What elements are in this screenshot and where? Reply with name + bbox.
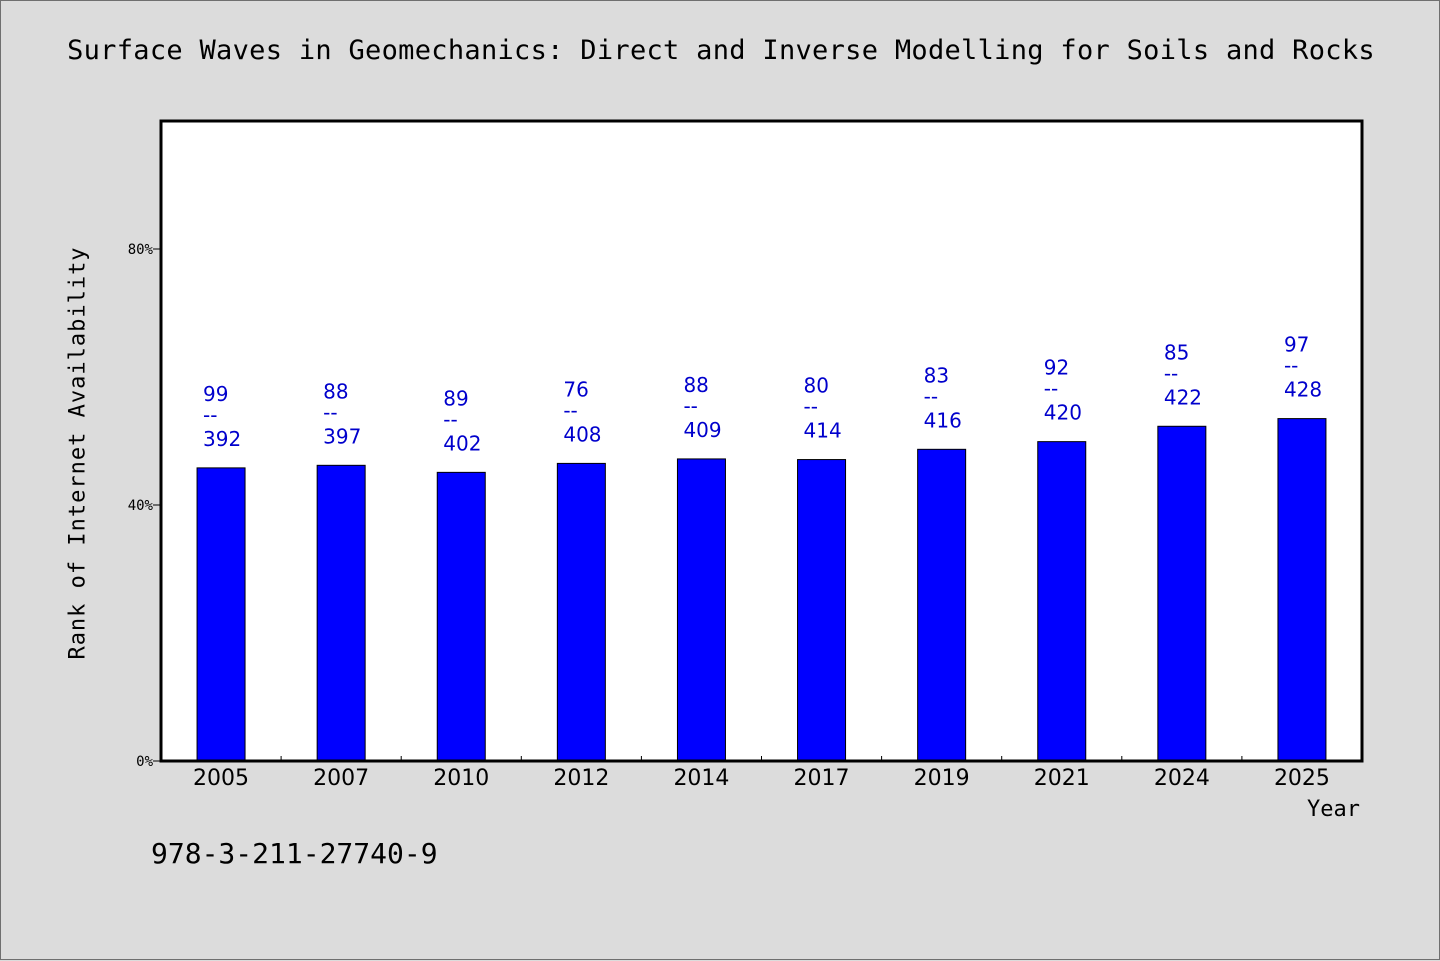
x-tick-label: 2019 bbox=[914, 766, 970, 791]
x-tick-label: 2025 bbox=[1274, 766, 1330, 791]
data-label-separator: -- bbox=[1044, 377, 1058, 401]
data-label-separator: -- bbox=[1284, 354, 1298, 378]
y-tick-label: 0% bbox=[136, 754, 153, 770]
bar bbox=[917, 448, 967, 762]
data-label-bottom: 392 bbox=[203, 427, 241, 451]
data-label-top: 85 bbox=[1164, 340, 1189, 364]
data-label-bottom: 402 bbox=[443, 431, 481, 455]
data-label-separator: -- bbox=[323, 400, 337, 424]
data-label-top: 88 bbox=[323, 379, 348, 403]
bar bbox=[436, 471, 486, 762]
data-label-top: 89 bbox=[443, 386, 468, 410]
x-tick-label: 2021 bbox=[1034, 766, 1090, 791]
isbn-footnote: 978-3-211-27740-9 bbox=[151, 837, 438, 870]
data-label-bottom: 420 bbox=[1044, 401, 1082, 425]
data-label-top: 80 bbox=[804, 374, 829, 398]
data-label-top: 97 bbox=[1284, 333, 1309, 357]
y-tick-label: 80% bbox=[128, 242, 154, 258]
bar bbox=[556, 462, 606, 762]
data-label-bottom: 428 bbox=[1284, 378, 1322, 402]
data-label-bottom: 408 bbox=[563, 422, 601, 446]
data-label-top: 88 bbox=[683, 373, 708, 397]
x-axis-label: Year bbox=[1307, 797, 1360, 822]
bar bbox=[1037, 441, 1087, 762]
x-tick-label: 2014 bbox=[673, 766, 729, 791]
bar bbox=[1277, 418, 1327, 762]
x-tick-label: 2010 bbox=[433, 766, 489, 791]
data-label-separator: -- bbox=[804, 395, 818, 419]
data-label-bottom: 397 bbox=[323, 424, 361, 448]
y-tick-label: 40% bbox=[128, 498, 154, 514]
x-tick-label: 2012 bbox=[553, 766, 609, 791]
data-label-top: 99 bbox=[203, 382, 228, 406]
x-tick-label: 2024 bbox=[1154, 766, 1210, 791]
bar bbox=[316, 464, 366, 762]
data-label-top: 76 bbox=[563, 377, 588, 401]
data-label-top: 83 bbox=[924, 363, 949, 387]
data-label-separator: -- bbox=[563, 398, 577, 422]
bar bbox=[1157, 425, 1207, 762]
chart-title: Surface Waves in Geomechanics: Direct an… bbox=[67, 35, 1375, 66]
data-label-separator: -- bbox=[924, 384, 938, 408]
data-label-bottom: 414 bbox=[804, 419, 842, 443]
data-label-separator: -- bbox=[443, 407, 457, 431]
x-tick-label: 2005 bbox=[193, 766, 249, 791]
data-label-bottom: 422 bbox=[1164, 385, 1202, 409]
bar bbox=[797, 459, 847, 762]
data-label-separator: -- bbox=[683, 394, 697, 418]
data-label-bottom: 416 bbox=[924, 408, 962, 432]
data-label-separator: -- bbox=[1164, 361, 1178, 385]
bar bbox=[676, 458, 726, 762]
x-tick-label: 2017 bbox=[794, 766, 850, 791]
bar bbox=[196, 467, 246, 762]
plot-border bbox=[159, 119, 1364, 763]
data-label-bottom: 409 bbox=[683, 418, 721, 442]
data-label-top: 92 bbox=[1044, 356, 1069, 380]
data-label-separator: -- bbox=[203, 403, 217, 427]
x-tick-label: 2007 bbox=[313, 766, 369, 791]
